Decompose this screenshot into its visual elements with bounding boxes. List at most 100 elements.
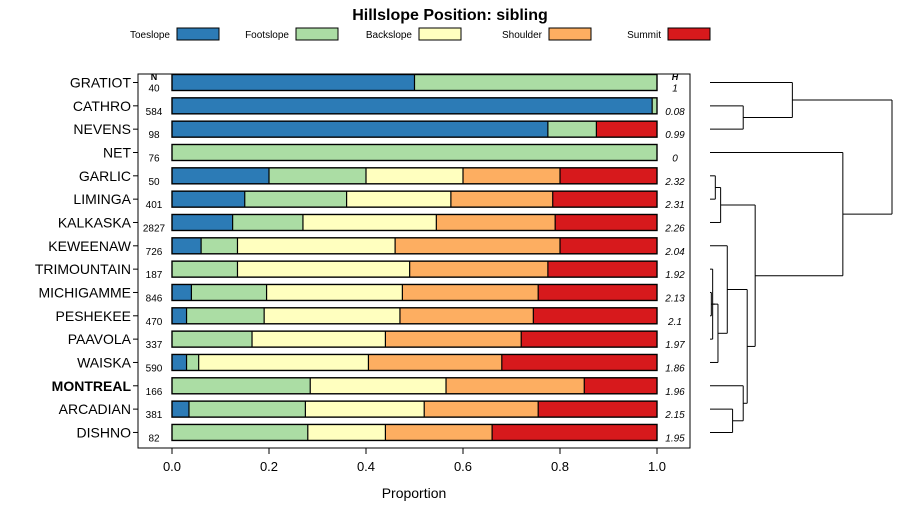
- bar-outline: [171, 120, 658, 138]
- dendrogram-merge: [710, 105, 744, 130]
- x-tick-label: 0.6: [454, 459, 472, 474]
- bar-segment-shoulder: [409, 261, 548, 278]
- bar-segment-summit: [538, 401, 657, 418]
- h-value: 2.1: [667, 317, 682, 328]
- n-value: 381: [146, 410, 163, 421]
- bar-segment-summit: [560, 237, 657, 254]
- h-value: 1.97: [665, 340, 685, 351]
- bar-segment-summit: [560, 167, 657, 184]
- bar-segment-summit: [555, 214, 657, 231]
- h-value: 1.96: [665, 387, 685, 398]
- h-value: 1.95: [665, 433, 685, 444]
- bar-segment-toeslope: [172, 167, 269, 184]
- category-label: DISHNO: [77, 424, 132, 440]
- bar-segment-summit: [596, 121, 657, 138]
- bar-segment-shoulder: [463, 167, 560, 184]
- h-value: 0.08: [665, 107, 685, 118]
- bar-segment-footslope: [172, 377, 311, 394]
- bar-segment-backslope: [307, 424, 386, 441]
- dendrogram-merge: [710, 82, 793, 118]
- bar-outline: [171, 330, 658, 348]
- bar-outline: [171, 307, 658, 325]
- h-value: 2.31: [664, 200, 684, 211]
- dendrogram-merge: [710, 151, 844, 277]
- bar-segment-summit: [584, 377, 657, 394]
- bar-segment-footslope: [414, 74, 657, 91]
- bar-segment-footslope: [191, 284, 267, 301]
- bar-segment-summit: [501, 354, 657, 371]
- bar-segment-footslope: [244, 191, 347, 208]
- n-value: 98: [148, 130, 160, 141]
- bar-outline: [171, 260, 658, 278]
- legend-swatch-footslope: [295, 27, 339, 41]
- category-label: LIMINGA: [73, 191, 131, 207]
- h-value: 1: [672, 84, 678, 95]
- h-value: 1.86: [665, 363, 685, 374]
- bar-segment-backslope: [264, 307, 400, 324]
- category-label: PESHEKEE: [56, 308, 131, 324]
- bar-segment-footslope: [652, 97, 657, 114]
- bar-segment-shoulder: [446, 377, 585, 394]
- bar-segment-summit: [521, 331, 657, 348]
- chart-title: Hillslope Position: sibling: [352, 7, 548, 24]
- dendrogram-merge: [792, 99, 893, 215]
- bar-segment-footslope: [186, 307, 265, 324]
- bar-segment-footslope: [232, 214, 303, 231]
- bar-segment-shoulder: [385, 424, 493, 441]
- n-value: 470: [146, 317, 163, 328]
- h-value: 2.04: [664, 247, 685, 258]
- bar-segment-backslope: [366, 167, 463, 184]
- x-tick-label: 0.4: [357, 459, 375, 474]
- category-label: KALKASKA: [58, 214, 132, 230]
- n-value: 401: [146, 200, 163, 211]
- dendrogram-merge: [710, 408, 734, 433]
- category-label: KEWEENAW: [48, 238, 131, 254]
- n-value: 590: [146, 363, 163, 374]
- n-column-header: N: [151, 72, 158, 82]
- bar-segment-footslope: [269, 167, 366, 184]
- bar-segment-backslope: [302, 214, 437, 231]
- x-tick-label: 0.0: [163, 459, 181, 474]
- bar-segment-shoulder: [402, 284, 539, 301]
- n-value: 82: [148, 433, 160, 444]
- bar-segment-summit: [492, 424, 657, 441]
- legend-label-shoulder: Shoulder: [502, 30, 543, 41]
- x-tick-label: 1.0: [648, 459, 666, 474]
- bar-outline: [171, 400, 658, 418]
- bar-outline: [171, 190, 658, 208]
- bar-outline: [171, 97, 658, 115]
- dendrogram-merge: [710, 175, 716, 200]
- n-value: 76: [148, 153, 160, 164]
- row-peshekee: PESHEKEE 470 2.1: [56, 307, 682, 328]
- x-tick-label: 0.2: [260, 459, 278, 474]
- n-value: 166: [146, 387, 163, 398]
- n-value: 187: [146, 270, 163, 281]
- legend: Toeslope Footslope Backslope Shoulder Summit: [130, 27, 711, 41]
- bar-outline: [171, 213, 658, 232]
- bar-segment-footslope: [172, 144, 657, 161]
- bar-outline: [171, 167, 658, 185]
- row-arcadian: ARCADIAN 381 2.15: [59, 400, 685, 421]
- n-value: 726: [146, 247, 163, 258]
- row-cathro: CATHRO 584 0.08: [73, 97, 685, 118]
- legend-swatch-shoulder: [548, 27, 592, 41]
- bar-outline: [171, 237, 658, 255]
- category-label: MONTREAL: [52, 378, 132, 394]
- x-tick-label: 0.8: [551, 459, 569, 474]
- h-value: 0.99: [665, 130, 685, 141]
- bar-segment-summit: [552, 191, 657, 208]
- h-value: 2.26: [664, 223, 685, 234]
- bar-segment-backslope: [237, 261, 410, 278]
- category-label: CATHRO: [73, 98, 131, 114]
- bar-segment-shoulder: [395, 237, 560, 254]
- row-michigamme: MICHIGAMME 846 2.13: [38, 283, 685, 304]
- row-waiska: WAISKA 590 1.86: [77, 353, 685, 374]
- category-label: TRIMOUNTAIN: [35, 261, 131, 277]
- bar-segment-backslope: [266, 284, 403, 301]
- bar-segment-shoulder: [399, 307, 534, 324]
- bar-segment-footslope: [186, 354, 199, 371]
- h-column-header: H: [672, 72, 679, 82]
- h-value: 0: [672, 153, 678, 164]
- row-nevens: NEVENS 98 0.99: [73, 120, 685, 141]
- bar-segment-toeslope: [172, 191, 245, 208]
